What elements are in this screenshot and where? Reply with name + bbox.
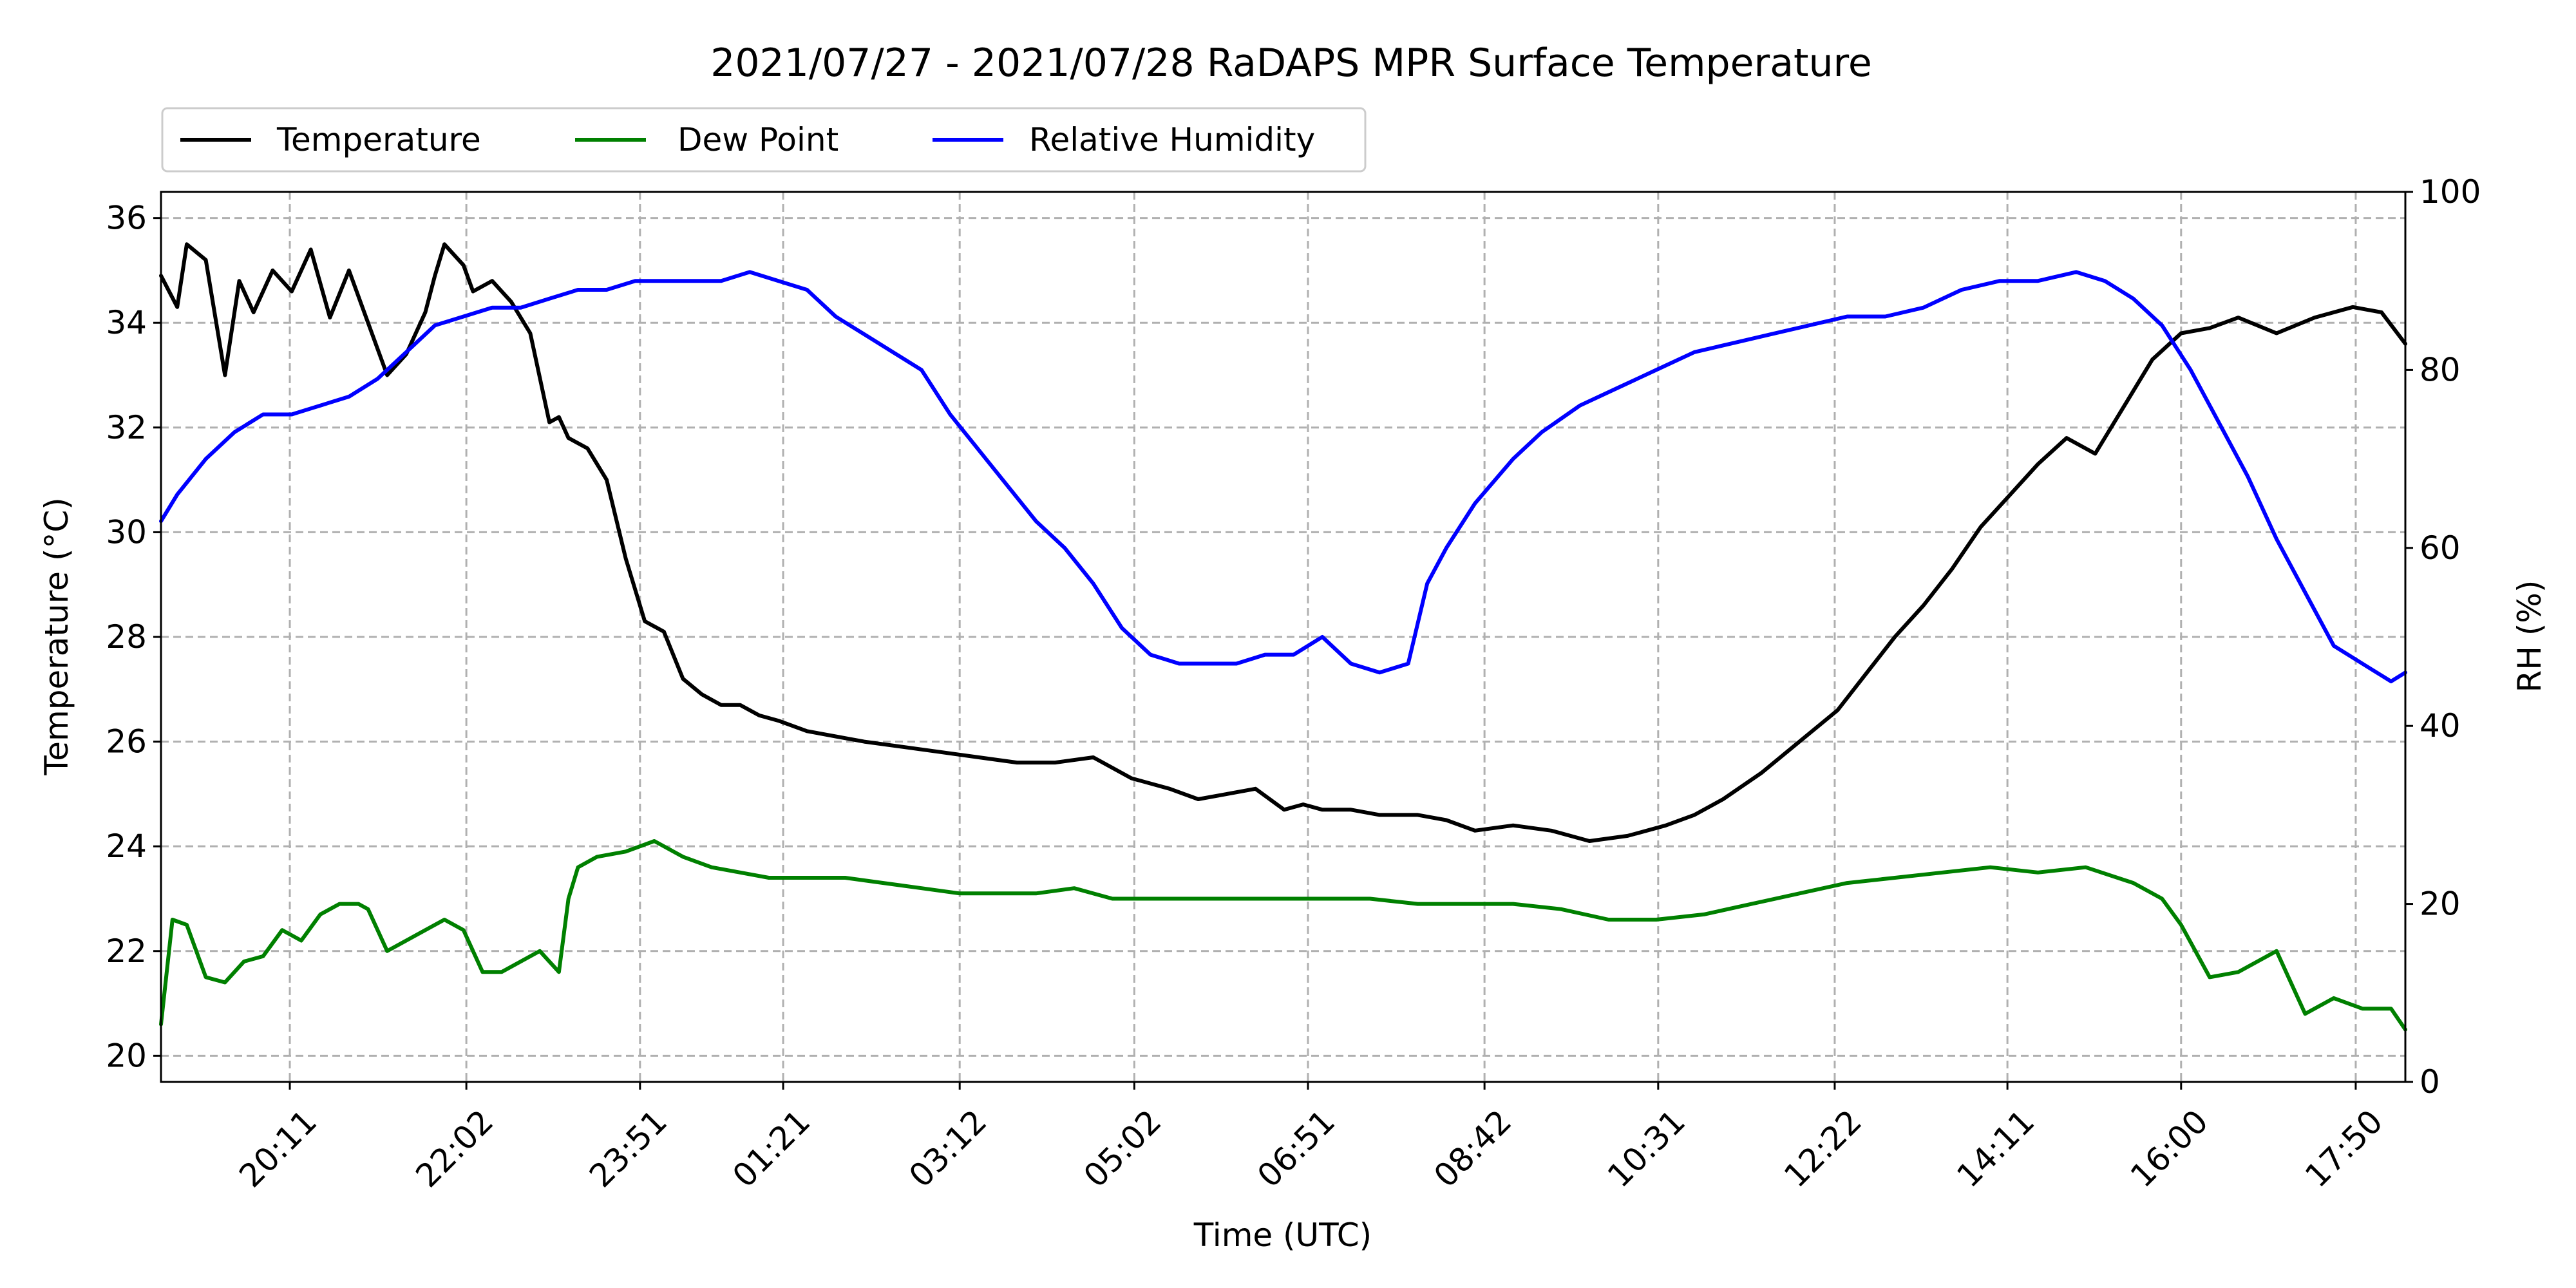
x-axis-label: Time (UTC): [1193, 1217, 1372, 1254]
y-tick-label: 30: [106, 513, 147, 551]
chart-title: 2021/07/27 - 2021/07/28 RaDAPS MPR Surfa…: [710, 41, 1872, 86]
y-axis-right: 0 20 40 60 80 100: [2405, 173, 2481, 1101]
y2-tick-label: 20: [2420, 886, 2461, 923]
y-axis-left: 20 22 24 26 28 30 32 34 36: [106, 200, 161, 1074]
y2-tick-label: 40: [2420, 707, 2461, 744]
legend-label-temperature: Temperature: [276, 121, 481, 158]
legend: Temperature Dew Point Relative Humidity: [161, 107, 1367, 173]
series-lines: [159, 242, 2407, 1032]
y-tick-label: 34: [106, 304, 147, 341]
y2-tick-label: 100: [2420, 173, 2481, 211]
y-tick-label: 24: [106, 828, 147, 865]
y-axis-label: Temperature (°C): [38, 497, 75, 776]
legend-box: [161, 107, 1367, 173]
legend-label-relative-humidity: Relative Humidity: [1029, 121, 1315, 158]
y-tick-label: 32: [106, 409, 147, 446]
y-tick-label: 20: [106, 1037, 147, 1074]
legend-label-dew-point: Dew Point: [677, 121, 838, 158]
y-tick-label: 26: [106, 723, 147, 761]
series-line-relative-humidity: [159, 270, 2407, 684]
series-line-temperature: [159, 242, 2407, 843]
y2-tick-label: 0: [2420, 1063, 2440, 1101]
y-tick-label: 36: [106, 200, 147, 237]
y2-tick-label: 60: [2420, 529, 2461, 567]
y2-tick-label: 80: [2420, 351, 2461, 388]
y-tick-label: 28: [106, 618, 147, 656]
grid-lines: [161, 192, 2405, 1082]
y2-axis-label: RH (%): [2511, 580, 2548, 693]
y-tick-label: 22: [106, 933, 147, 970]
series-line-dew-point: [159, 839, 2407, 1032]
